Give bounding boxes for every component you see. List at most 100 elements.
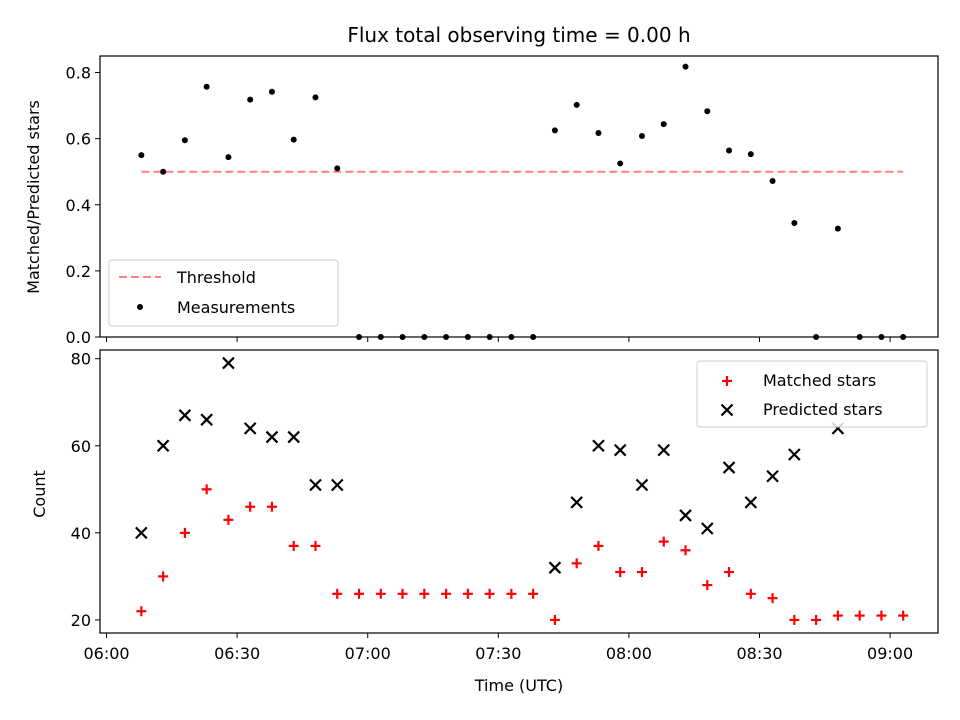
matched-point [484, 588, 495, 599]
measurement-point [573, 101, 580, 108]
x-tick-label: 08:30 [736, 644, 782, 663]
top-frame [99, 55, 939, 338]
predicted-point [156, 439, 170, 453]
matched-point [136, 606, 147, 617]
predicted-point [548, 561, 562, 574]
y-tick-label: 0.0 [66, 328, 91, 347]
bottom-legend: Matched stars Predicted stars [696, 360, 928, 428]
x-tick-label: 07:00 [345, 644, 391, 663]
matched-point [571, 558, 582, 569]
matched-point [767, 593, 778, 604]
measurement-point [638, 133, 645, 140]
predicted-point [265, 430, 279, 444]
matched-point [419, 588, 430, 599]
measurement-point [203, 83, 210, 90]
matched-point [636, 567, 647, 578]
measurement-point [769, 177, 776, 184]
measurement-point [551, 127, 558, 134]
matched-point [898, 610, 909, 621]
y-tick-label: 60 [71, 437, 91, 456]
matched-point [593, 540, 604, 551]
x-tick-label: 08:00 [606, 644, 652, 663]
predicted-point [592, 439, 605, 453]
matched-point [266, 501, 277, 512]
chart-title: Flux total observing time = 0.00 h [347, 23, 690, 47]
y-tick-label: 0.8 [66, 64, 91, 83]
matched-point [158, 571, 169, 582]
top-legend: Threshold Measurements [108, 259, 339, 327]
predicted-point [135, 526, 148, 540]
measurement-point [138, 152, 145, 159]
predicted-point [788, 448, 801, 461]
measurement-point [617, 160, 624, 167]
y-tick-label: 0.6 [66, 130, 91, 149]
matched-point [201, 484, 212, 495]
x-tick-label: 07:30 [475, 644, 521, 663]
measurement-point [312, 94, 319, 101]
legend-measurements-swatch [137, 304, 143, 310]
matched-point [354, 588, 365, 599]
predicted-point [330, 478, 344, 492]
y-tick-label: 80 [71, 350, 91, 369]
predicted-point [200, 413, 213, 426]
predicted-point [613, 443, 627, 457]
matched-point [462, 588, 473, 599]
matched-point [310, 540, 321, 551]
measurement-point [682, 63, 689, 70]
legend-measurements-label: Measurements [177, 298, 295, 317]
predicted-point [570, 496, 583, 509]
y-tick-label: 0.2 [66, 262, 91, 281]
bottom-legend-box [696, 360, 928, 428]
predicted-point [722, 461, 736, 474]
predicted-point [744, 496, 758, 509]
matched-point [332, 588, 343, 599]
measurement-point [268, 88, 275, 95]
predicted-point [287, 430, 300, 444]
predicted-point [309, 478, 322, 492]
matched-point [549, 614, 560, 625]
predicted-point [766, 469, 779, 483]
predicted-point [178, 409, 192, 422]
legend-matched-swatch [722, 376, 732, 386]
predicted-point [679, 509, 692, 522]
matched-point [375, 588, 386, 599]
matched-point [441, 588, 452, 599]
measurement-point [660, 121, 667, 128]
matched-point [854, 610, 865, 621]
matched-point [724, 567, 735, 578]
measurement-point [595, 130, 602, 137]
legend-threshold-label: Threshold [176, 268, 256, 287]
predicted-point [635, 478, 649, 492]
measurement-point [834, 225, 841, 232]
matched-point [397, 588, 408, 599]
x-tick-label: 06:00 [83, 644, 129, 663]
legend-predicted-swatch [720, 403, 734, 417]
matched-point [179, 527, 190, 538]
y-tick-label: 40 [71, 524, 91, 543]
legend-predicted-label: Predicted stars [763, 400, 883, 419]
predicted-point [243, 422, 257, 435]
y-tick-label: 0.4 [66, 196, 91, 215]
measurement-point [160, 168, 167, 175]
predicted-point [701, 522, 714, 535]
top-legend-box [108, 259, 339, 327]
matched-point [658, 536, 669, 547]
measurement-point [290, 136, 297, 143]
measurement-point [181, 137, 188, 144]
measurement-point [225, 154, 232, 161]
x-axis-label: Time (UTC) [474, 676, 563, 695]
y-tick-label: 20 [71, 611, 91, 630]
legend-matched-label: Matched stars [763, 371, 876, 390]
measurement-point [791, 219, 798, 226]
top-y-axis-label: Matched/Predicted stars [24, 100, 43, 294]
matched-point [223, 514, 234, 525]
predicted-point [657, 443, 671, 457]
bottom-y-axis-label: Count [30, 470, 49, 518]
matched-point [288, 540, 299, 551]
matched-point [615, 567, 626, 578]
bottom-frame [99, 349, 939, 634]
measurement-point [247, 96, 254, 103]
matched-point [876, 610, 887, 621]
bottom-panel: 20 40 60 80 06:00 06:30 07:00 07:30 08:00 08:30 09… [71, 349, 939, 663]
